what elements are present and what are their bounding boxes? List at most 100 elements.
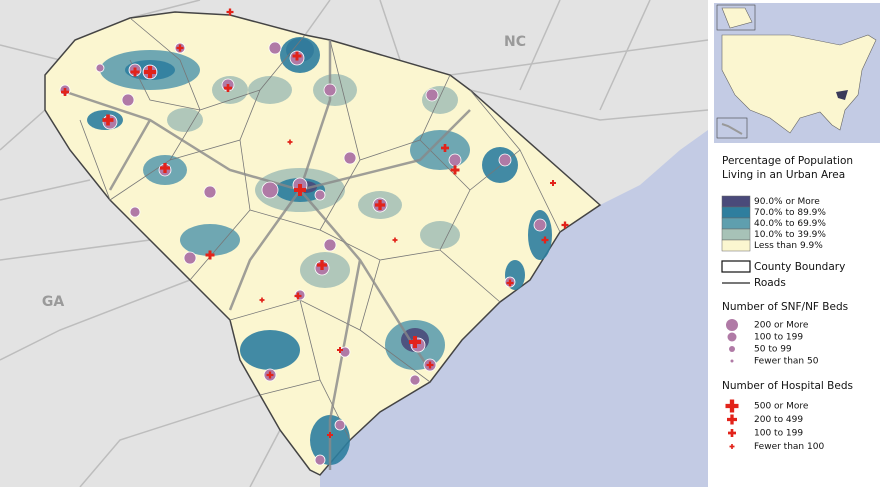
legend-snf-symbol	[726, 319, 738, 331]
boundary-swatch	[721, 260, 751, 273]
inset-alaska	[721, 7, 753, 29]
snf-marker	[409, 374, 421, 386]
urban-patch	[422, 86, 458, 114]
hospital-marker	[728, 429, 737, 437]
hospital-marker	[224, 84, 233, 92]
facility-markers	[59, 8, 569, 466]
legend-hospital-symbols	[725, 399, 739, 449]
legend-label: 70.0% to 89.9%	[754, 208, 826, 218]
inset-box	[716, 4, 756, 31]
legend-swatch	[721, 217, 751, 230]
hospital-marker	[725, 399, 739, 413]
ocean	[320, 130, 708, 487]
hospital-marker	[506, 279, 514, 287]
urban-areas	[87, 37, 552, 465]
hospital-marker	[176, 44, 184, 52]
urban-patch	[528, 210, 552, 260]
hospital-marker	[392, 237, 398, 243]
urban-patch	[240, 330, 300, 370]
legend-snf-symbol	[727, 332, 737, 342]
legend-snf-symbol	[729, 346, 735, 352]
hospital-marker	[226, 8, 234, 16]
snf-marker	[533, 218, 547, 232]
hospital-marker	[130, 67, 140, 77]
legend-title: Number of SNF/NF Beds	[722, 301, 848, 313]
state-label: NC	[504, 34, 526, 50]
snf-marker	[268, 41, 282, 55]
snf-marker	[203, 185, 217, 199]
inset-usa	[721, 34, 877, 134]
snf-marker	[323, 238, 337, 252]
legend-label: 40.0% to 69.9%	[754, 219, 826, 229]
legend-title: Number of Hospital Beds	[722, 380, 853, 392]
legend-label: Roads	[754, 277, 786, 289]
legend-label: 90.0% or More	[754, 197, 820, 207]
hospital-marker	[727, 414, 737, 425]
hospital-marker	[317, 260, 328, 271]
legend-swatch	[721, 206, 751, 219]
hospital-marker	[337, 347, 343, 353]
hospital-marker	[294, 184, 306, 196]
legend-title: Percentage of Population	[722, 155, 853, 167]
legend-label: Fewer than 100	[754, 442, 824, 452]
roads	[59, 40, 471, 470]
snf-marker	[121, 93, 135, 107]
hospital-marker	[441, 144, 449, 153]
hospital-marker	[294, 292, 302, 300]
hospital-marker	[409, 336, 421, 348]
snf-marker	[102, 114, 118, 130]
hospital-marker	[450, 165, 460, 175]
hospital-marker	[561, 221, 569, 229]
urban-patch	[482, 147, 518, 183]
legend-swatch	[721, 239, 751, 252]
inset-sc	[836, 90, 848, 100]
urban-patch	[180, 224, 240, 256]
hospital-marker	[287, 139, 293, 145]
legend-label: 200 to 499	[754, 415, 803, 425]
hospital-marker	[426, 361, 434, 369]
legend-label: 100 to 199	[754, 333, 803, 343]
hospital-marker	[327, 432, 333, 438]
hospital-marker	[550, 180, 556, 186]
legend-label: Less than 9.9%	[754, 241, 823, 251]
legend-snf-symbol	[730, 359, 734, 363]
hospital-marker	[266, 371, 274, 379]
urban-patch	[410, 130, 470, 170]
hospital-marker	[541, 236, 549, 244]
legend-label: 100 to 199	[754, 429, 803, 439]
snf-marker	[498, 153, 512, 167]
hospital-marker	[259, 297, 265, 303]
legend-title: Living in an Urban Area	[722, 169, 845, 181]
legend-label: 10.0% to 39.9%	[754, 230, 826, 240]
state-label: GA	[42, 294, 64, 310]
legend-label: 50 to 99	[754, 345, 792, 355]
snf-marker	[334, 419, 346, 431]
legend-swatch	[721, 228, 751, 241]
main-map: NC GA	[0, 0, 709, 487]
snf-marker	[129, 206, 141, 218]
legend-label: County Boundary	[754, 261, 845, 273]
hospital-marker	[61, 88, 69, 96]
snf-marker	[323, 83, 337, 97]
hospital-marker	[375, 200, 386, 210]
urban-patch	[167, 108, 203, 132]
snf-marker	[339, 346, 351, 358]
hospital-marker	[160, 163, 170, 173]
legend-swatch	[721, 195, 751, 208]
hospital-marker	[729, 444, 735, 449]
legend: Percentage of Population Living in an Urb…	[712, 147, 880, 485]
inset-map	[714, 3, 880, 143]
snf-marker	[183, 251, 197, 265]
inset-hawaii	[721, 123, 743, 135]
hospital-marker	[205, 250, 215, 260]
county-boundaries	[79, 17, 561, 441]
inset-box	[716, 117, 748, 139]
hospital-marker	[102, 114, 114, 126]
legend-label: 500 or More	[754, 402, 809, 412]
urban-patch	[420, 221, 460, 249]
snf-marker	[448, 153, 462, 167]
snf-marker	[314, 454, 326, 466]
snf-marker	[343, 151, 357, 165]
snf-marker	[314, 189, 326, 201]
